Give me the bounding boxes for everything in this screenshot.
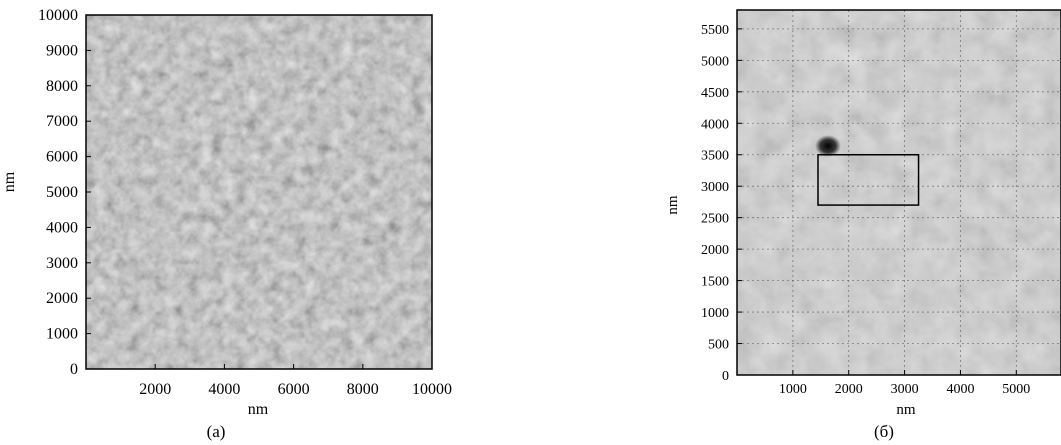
panel-b-y-tick-label: 1500	[701, 275, 729, 290]
panel-b: 0 500 1000 1500 2000 2500 3000 3500 4000 4500 5000…	[665, 9, 1061, 441]
panel-a-y-tick-label: 8000	[46, 78, 78, 95]
panel-a-y-tick-label: 2000	[46, 290, 78, 307]
panel-b-x-tick-label: 1000	[779, 382, 807, 397]
panel-b-x-tick-label: 4000	[946, 382, 974, 397]
panel-b-y-tick-label: 3500	[701, 149, 729, 164]
panel-b-x-axis-label: nm	[896, 402, 916, 418]
panel-b-highlight-box	[817, 153, 920, 206]
panel-b-x-tick-label: 5000	[1002, 382, 1030, 397]
panel-b-y-tick-label: 0	[722, 369, 729, 384]
panel-b-y-tick-label: 1000	[701, 306, 729, 321]
panel-b-x-tick-label: 2000	[835, 382, 863, 397]
panel-b-y-tick-label: 5000	[701, 54, 729, 69]
panel-b-y-tick-label: 3000	[701, 180, 729, 195]
panel-a-y-tick-label: 5000	[46, 184, 78, 201]
panel-a: 0 1000 2000 3000 4000 5000 6000 7000 8000 9000 100…	[1, 7, 452, 441]
panel-b-y-tick-label: 5500	[701, 23, 729, 38]
panel-b-y-tick-label: 4500	[701, 86, 729, 101]
panel-a-y-ticks: 0 1000 2000 3000 4000 5000 6000 7000 8000 9000 100…	[38, 7, 91, 378]
panel-a-y-tick-label: 7000	[46, 113, 78, 130]
panel-a-y-tick-label: 6000	[46, 149, 78, 166]
panel-b-x-tick-label: 3000	[891, 382, 919, 397]
panel-a-y-tick-label: 1000	[46, 326, 78, 343]
panel-a-y-tick-label: 3000	[46, 255, 78, 272]
panel-a-x-tick-label: 10000	[412, 381, 452, 398]
panel-a-y-tick-label: 9000	[46, 42, 78, 59]
panel-b-x-ticks: 1000 2000 3000 4000 5000	[779, 370, 1030, 397]
panel-b-y-tick-label: 2500	[701, 212, 729, 227]
panel-a-image	[86, 15, 432, 369]
panel-a-x-ticks: 2000 4000 6000 8000 10000	[139, 364, 452, 398]
panel-a-x-tick-label: 6000	[278, 381, 310, 398]
panel-a-x-tick-label: 2000	[139, 381, 171, 398]
panel-b-y-tick-label: 2000	[701, 243, 729, 258]
panel-b-y-axis-label: nm	[665, 195, 681, 215]
panel-b-y-ticks: 0 500 1000 1500 2000 2500 3000 3500 4000 4500 5000…	[701, 23, 742, 384]
panel-a-y-axis-label: nm	[1, 171, 18, 192]
panel-a-caption: (a)	[207, 422, 226, 441]
panel-a-x-tick-label: 4000	[208, 381, 240, 398]
panel-b-caption: (б)	[874, 422, 894, 441]
panel-b-frame	[736, 9, 1061, 376]
panel-b-dark-spot	[815, 135, 841, 157]
panel-a-x-tick-label: 8000	[347, 381, 379, 398]
panel-b-grid	[737, 10, 1061, 375]
panel-a-x-axis-label: nm	[248, 401, 269, 418]
panel-a-y-tick-label: 10000	[38, 7, 78, 24]
panel-a-y-tick-label: 4000	[46, 219, 78, 236]
panel-b-image	[737, 10, 1061, 375]
panel-b-y-tick-label: 4000	[701, 117, 729, 132]
panel-a-y-tick-label: 0	[70, 361, 78, 378]
panel-b-y-tick-label: 500	[708, 338, 729, 353]
